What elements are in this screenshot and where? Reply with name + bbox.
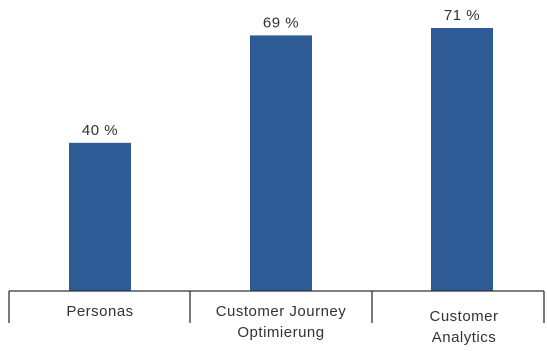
x-tick-label-3: Customer Analytics: [429, 308, 498, 346]
x-tick-label-2-line-1: Customer Journey: [216, 303, 347, 320]
x-tick-label-1: Personas: [66, 303, 133, 320]
value-labels-group: 40 % 69 % 71 %: [82, 7, 480, 139]
bar-3: [431, 28, 493, 291]
x-tick-label-1-line-1: Personas: [66, 303, 133, 320]
value-label-2: 69 %: [263, 14, 299, 31]
x-tick-label-3-line-1: Customer: [429, 308, 498, 325]
bar-1: [69, 142, 131, 291]
bars-group: [69, 28, 493, 292]
x-tick-label-2: Customer Journey Optimierung: [216, 303, 347, 341]
bar-2: [250, 35, 312, 292]
x-tick-label-2-line-2: Optimierung: [237, 324, 324, 341]
value-label-3: 71 %: [444, 7, 480, 24]
x-tick-label-3-line-2: Analytics: [432, 329, 497, 346]
value-label-1: 40 %: [82, 122, 118, 139]
x-tick-labels-group: Personas Customer Journey OptimierungCusto…: [66, 303, 498, 346]
x-axis: [8, 290, 545, 323]
